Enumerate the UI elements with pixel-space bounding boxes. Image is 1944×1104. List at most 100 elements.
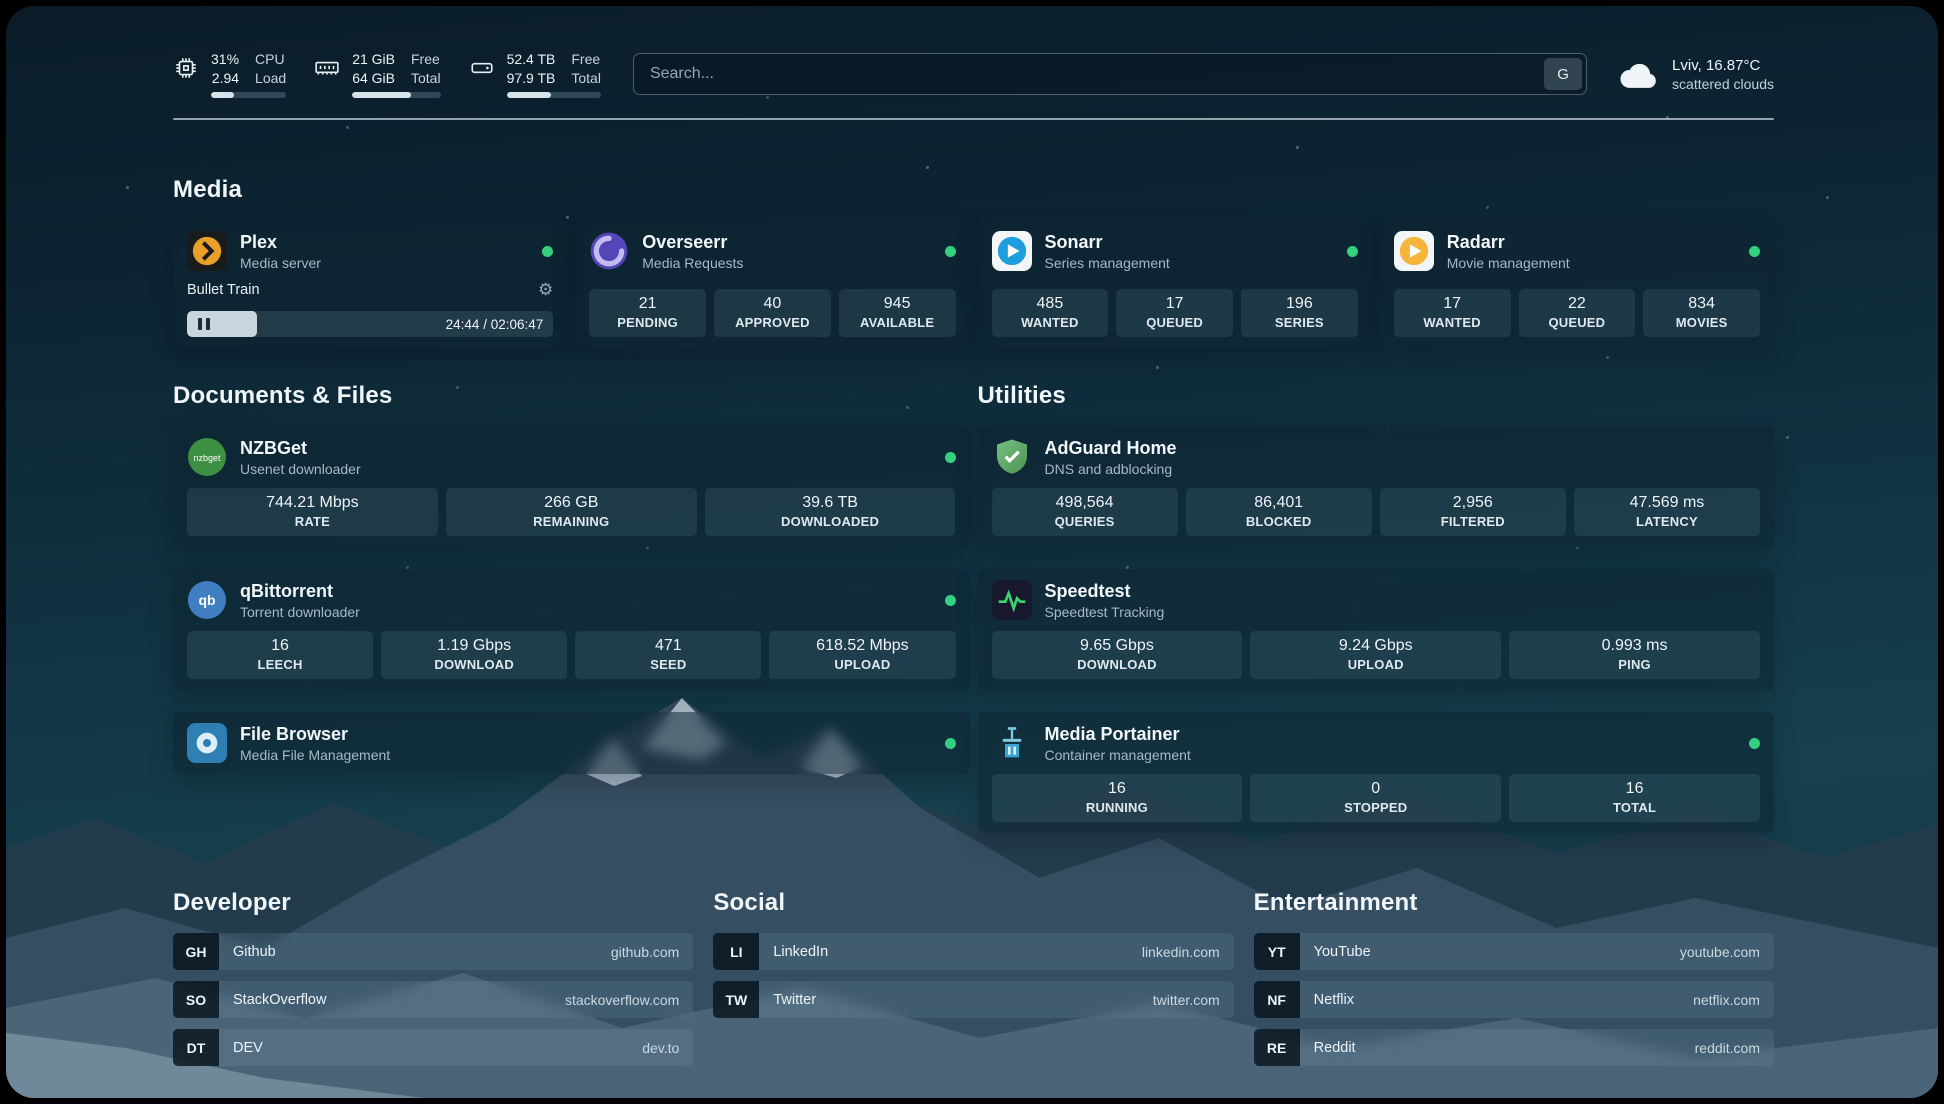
section-title-entertainment: Entertainment <box>1253 889 1418 917</box>
bookmark-icon: SO <box>173 981 219 1019</box>
stat-tile: 1.19 Gbps DOWNLOAD <box>381 631 568 680</box>
svg-text:nzbget: nzbget <box>193 453 221 463</box>
bookmark-row-linkedin[interactable]: LI LinkedIn linkedin.com <box>713 933 1234 971</box>
stat-tile: 266 GB REMAINING <box>445 488 697 537</box>
service-card-qbittorrent[interactable]: qb qBittorrent Torrent downloader 16 <box>173 569 970 691</box>
service-card-plex[interactable]: Plex Media server Bullet Train ⚙ 24:44 <box>173 220 568 349</box>
cpu-widget: 31% CPU 2.94 Load <box>173 50 287 99</box>
status-dot <box>1749 245 1760 257</box>
status-dot <box>944 594 956 606</box>
bookmark-name: StackOverflow <box>233 991 327 1008</box>
cpu-icon <box>173 55 199 81</box>
adguard-icon <box>992 437 1032 477</box>
cpu-load-label: Load <box>255 70 287 87</box>
bookmark-row-netflix[interactable]: NF Netflix netflix.com <box>1253 981 1774 1019</box>
service-card-nzbget[interactable]: nzbget NZBGet Usenet downloader 744.21 M… <box>173 426 970 548</box>
dashboard-screen: 31% CPU 2.94 Load <box>6 6 1938 1098</box>
stat-tile: 17 WANTED <box>1393 289 1511 338</box>
cpu-percent-label: CPU <box>255 51 285 67</box>
weather-location: Lviv, 16.87°C <box>1672 56 1761 74</box>
bookmark-row-twitter[interactable]: TW Twitter twitter.com <box>713 981 1234 1019</box>
service-card-adguard[interactable]: AdGuard Home DNS and adblocking 498,564 … <box>977 426 1774 548</box>
bookmark-name: Reddit <box>1313 1039 1356 1056</box>
status-dot <box>542 245 554 257</box>
memory-free-label: Free <box>411 51 440 67</box>
stat-tile: 945 AVAILABLE <box>838 289 956 338</box>
status-dot <box>944 451 956 463</box>
disk-total-label: Total <box>571 70 601 87</box>
bookmark-url: stackoverflow.com <box>564 991 680 1008</box>
service-card-radarr[interactable]: Radarr Movie management 17 WANTED 22 QUE… <box>1379 220 1774 349</box>
search-input[interactable] <box>637 65 1545 84</box>
service-card-portainer[interactable]: Media Portainer Container management 16 … <box>977 712 1774 834</box>
now-playing-title: Bullet Train <box>187 281 260 298</box>
stat-tile: 21 PENDING <box>589 289 706 338</box>
cpu-load: 2.94 <box>211 70 240 87</box>
pause-icon[interactable] <box>198 318 210 331</box>
service-name: Media Portainer <box>1044 724 1180 745</box>
cpu-percent: 31% <box>211 51 240 67</box>
bookmark-row-github[interactable]: GH Github github.com <box>173 933 694 971</box>
filebrowser-icon <box>187 723 227 764</box>
utilities-column: Utilities <box>977 382 1774 834</box>
bookmark-url: youtube.com <box>1679 943 1760 960</box>
service-card-sonarr[interactable]: Sonarr Series management 485 WANTED 17 Q… <box>977 220 1372 349</box>
svg-text:qb: qb <box>198 592 215 608</box>
service-name: Overseerr <box>642 232 728 253</box>
service-description: Media Requests <box>642 254 744 271</box>
bookmark-url: netflix.com <box>1693 991 1760 1008</box>
bookmark-row-dev[interactable]: DT DEV dev.to <box>173 1029 694 1067</box>
service-description: Media File Management <box>240 746 391 763</box>
bookmark-row-reddit[interactable]: RE Reddit reddit.com <box>1253 1029 1774 1067</box>
bookmark-name: Netflix <box>1313 991 1354 1008</box>
media-cards-row: Plex Media server Bullet Train ⚙ 24:44 <box>173 220 1774 349</box>
stat-tile: 471 SEED <box>575 631 762 680</box>
service-name: AdGuard Home <box>1044 438 1177 459</box>
stat-tile: 498,564 QUERIES <box>991 488 1178 537</box>
nzbget-icon: nzbget <box>187 437 227 477</box>
system-stats-bar: 31% CPU 2.94 Load <box>173 50 1774 99</box>
radarr-icon <box>1393 231 1434 272</box>
bookmark-name: DEV <box>233 1039 263 1056</box>
stat-tile: 834 MOVIES <box>1643 289 1760 338</box>
service-description: Movie management <box>1446 254 1570 271</box>
section-title-social: Social <box>713 889 786 917</box>
status-dot <box>944 737 956 749</box>
service-description: Media server <box>240 254 321 271</box>
disk-free-label: Free <box>571 51 601 67</box>
qbittorrent-icon: qb <box>187 580 227 620</box>
stat-tile: 39.6 TB DOWNLOADED <box>704 488 956 537</box>
memory-widget: 21 GiB Free 64 GiB Total <box>314 50 441 99</box>
section-title-media: Media <box>173 176 243 204</box>
playback-progress-bar[interactable]: 24:44 / 02:06:47 <box>187 311 554 338</box>
service-card-overseerr[interactable]: Overseerr Media Requests 21 PENDING 40 A… <box>575 220 970 349</box>
search-provider-button[interactable]: G <box>1544 58 1583 91</box>
service-card-speedtest[interactable]: Speedtest Speedtest Tracking 9.65 Gbps D… <box>977 569 1774 691</box>
search-bar[interactable]: G <box>632 53 1588 96</box>
bookmark-row-youtube[interactable]: YT YouTube youtube.com <box>1253 933 1774 971</box>
bookmark-icon: LI <box>713 933 760 971</box>
settings-gear-icon[interactable]: ⚙ <box>538 280 554 300</box>
bookmark-icon: TW <box>713 981 760 1019</box>
disk-usage-bar <box>506 92 601 99</box>
social-column: Social LI LinkedIn linkedin.com TW <box>713 889 1234 1066</box>
weather-condition: scattered clouds <box>1672 75 1774 92</box>
section-title-developer: Developer <box>173 889 291 917</box>
bookmark-name: YouTube <box>1313 943 1371 960</box>
cloud-icon <box>1619 58 1659 90</box>
bookmark-row-stackoverflow[interactable]: SO StackOverflow stackoverflow.com <box>173 981 694 1019</box>
memory-icon <box>314 55 340 81</box>
disk-free: 52.4 TB <box>506 51 556 67</box>
status-dot <box>944 245 956 257</box>
stat-tile: 40 APPROVED <box>714 289 831 338</box>
stat-tile: 744.21 Mbps RATE <box>187 488 438 537</box>
service-card-filebrowser[interactable]: File Browser Media File Management <box>173 712 970 775</box>
bookmark-icon: YT <box>1253 933 1300 971</box>
service-name: NZBGet <box>240 438 307 459</box>
section-title-documents: Documents & Files <box>173 382 393 410</box>
bookmark-url: github.com <box>610 943 680 960</box>
disk-icon <box>469 55 495 81</box>
stat-tile: 0.993 ms PING <box>1509 631 1760 680</box>
speedtest-icon <box>991 580 1032 621</box>
